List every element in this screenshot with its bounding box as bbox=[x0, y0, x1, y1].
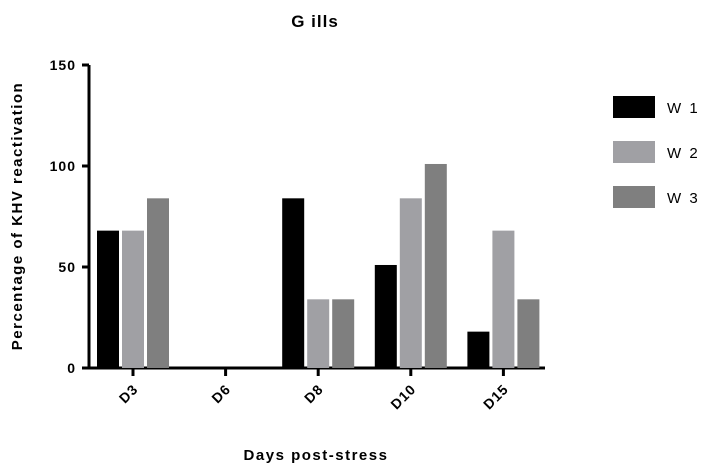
x-tick-label: D3 bbox=[116, 381, 141, 406]
bar bbox=[147, 198, 169, 368]
bar bbox=[282, 198, 305, 368]
legend-label: W 2 bbox=[667, 145, 700, 162]
bar bbox=[399, 198, 422, 368]
x-tick-label: D15 bbox=[480, 381, 512, 413]
y-tick-label: 100 bbox=[50, 158, 76, 174]
legend-swatch bbox=[613, 186, 655, 208]
legend-label: W 3 bbox=[667, 190, 700, 207]
bar bbox=[97, 230, 119, 368]
legend-swatch bbox=[613, 141, 655, 163]
y-tick-label: 150 bbox=[50, 57, 76, 73]
legend-label: W 1 bbox=[667, 100, 700, 117]
bar bbox=[467, 331, 490, 368]
x-tick-label: D10 bbox=[387, 381, 419, 413]
x-tick-label: D8 bbox=[301, 381, 326, 406]
bar bbox=[492, 230, 515, 368]
chart-title: G ills bbox=[291, 12, 339, 31]
legend-swatch bbox=[613, 96, 655, 118]
bar bbox=[122, 230, 144, 368]
y-axis-title: Percentage of KHV reactivation bbox=[9, 82, 26, 350]
bar bbox=[332, 299, 355, 368]
plot-area: 0 50 100 150 D3 D6 D8 D10 D15 bbox=[50, 57, 545, 412]
y-tick-label: 0 bbox=[67, 360, 76, 376]
legend: W 1 W 2 W 3 bbox=[613, 96, 700, 208]
x-tick-label: D6 bbox=[208, 381, 233, 406]
x-axis-title: Days post-stress bbox=[244, 447, 389, 464]
bar bbox=[307, 299, 330, 368]
bar bbox=[374, 264, 397, 368]
y-tick-label: 50 bbox=[58, 259, 76, 275]
bar bbox=[424, 163, 447, 368]
bar bbox=[517, 299, 540, 368]
